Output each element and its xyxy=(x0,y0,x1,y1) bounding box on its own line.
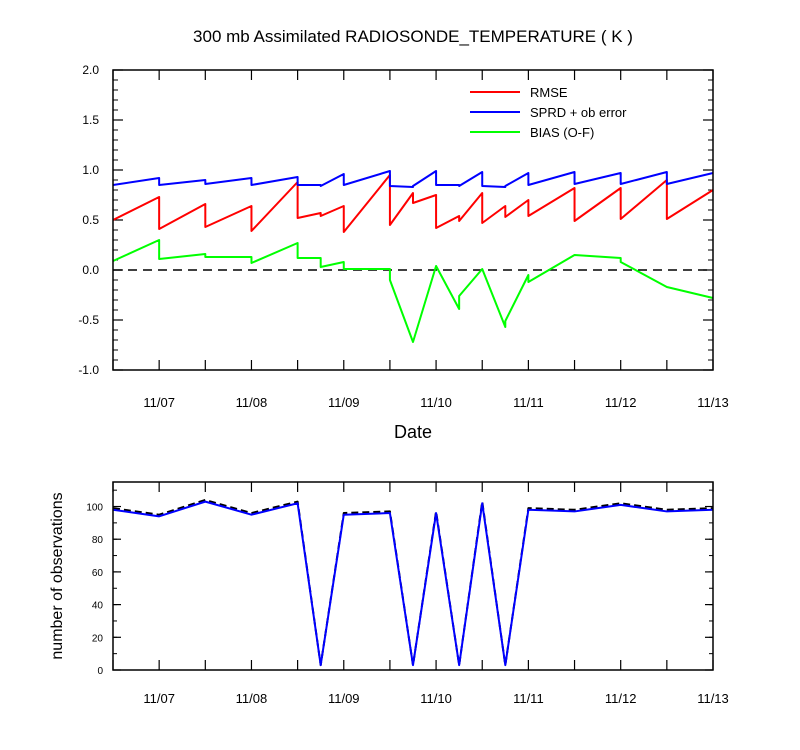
bottom-y-tick-label: 60 xyxy=(92,568,104,579)
top-y-tick-label: 1.0 xyxy=(82,163,99,177)
top-y-tick-label: 1.5 xyxy=(82,113,99,127)
bottom-plot-frame xyxy=(112,481,714,671)
bottom-x-tick-label: 11/09 xyxy=(328,691,360,706)
legend-label: SPRD + ob error xyxy=(530,105,627,120)
observations-line-solid xyxy=(112,500,714,667)
bottom-x-tick-label: 11/13 xyxy=(697,691,729,706)
top-x-tick-label: 11/12 xyxy=(605,395,637,410)
legend: RMSE SPRD + ob error BIAS (O-F) xyxy=(470,85,627,140)
bottom-y-axis-title: number of observations xyxy=(49,492,66,659)
observations-line-dashed xyxy=(112,498,714,667)
bottom-y-tick-label: 100 xyxy=(86,503,103,514)
bottom-x-tick-label: 11/12 xyxy=(605,691,637,706)
top-x-tick-label: 11/10 xyxy=(420,395,452,410)
top-x-tick-label: 11/09 xyxy=(328,395,360,410)
top-y-tick-label: -1.0 xyxy=(78,363,99,377)
chart-title: 300 mb Assimilated RADIOSONDE_TEMPERATUR… xyxy=(193,27,633,46)
top-plot-frame xyxy=(112,69,714,371)
top-axis-labels: 2.0 1.5 1.0 0.5 0.0 -0.5 -1.0 11/07 11/08 11/09 11… xyxy=(78,63,728,410)
series-line-sprd-ob-error xyxy=(112,170,714,188)
series-line-rmse xyxy=(112,174,714,233)
top-x-tick-label: 11/13 xyxy=(697,395,729,410)
bottom-x-tick-label: 11/11 xyxy=(513,691,544,706)
top-x-tick-label: 11/07 xyxy=(143,395,175,410)
x-axis-title: Date xyxy=(394,422,432,442)
top-plot-series xyxy=(112,170,714,343)
legend-label: BIAS (O-F) xyxy=(530,125,594,140)
top-x-tick-label: 11/08 xyxy=(236,395,268,410)
top-y-tick-label: -0.5 xyxy=(78,313,99,327)
bottom-axis-labels: 100 80 60 40 20 0 11/07 11/08 11/09 11/10 11/11 11/… xyxy=(86,503,728,706)
series-line-bias-o-f xyxy=(112,239,714,343)
bottom-y-tick-label: 40 xyxy=(92,601,104,612)
top-x-tick-label: 11/11 xyxy=(513,395,544,410)
top-y-tick-label: 0.0 xyxy=(82,263,99,277)
bottom-y-tick-label: 0 xyxy=(97,666,103,677)
bottom-y-tick-label: 80 xyxy=(92,535,104,546)
bottom-x-tick-label: 11/08 xyxy=(236,691,268,706)
bottom-x-tick-label: 11/07 xyxy=(143,691,175,706)
bottom-y-tick-label: 20 xyxy=(92,633,104,644)
bottom-x-tick-label: 11/10 xyxy=(420,691,452,706)
bottom-plot-series xyxy=(112,498,714,667)
top-y-tick-label: 2.0 xyxy=(82,63,99,77)
legend-label: RMSE xyxy=(530,85,568,100)
top-y-tick-label: 0.5 xyxy=(82,213,99,227)
bottom-axis-ticks xyxy=(112,482,714,671)
